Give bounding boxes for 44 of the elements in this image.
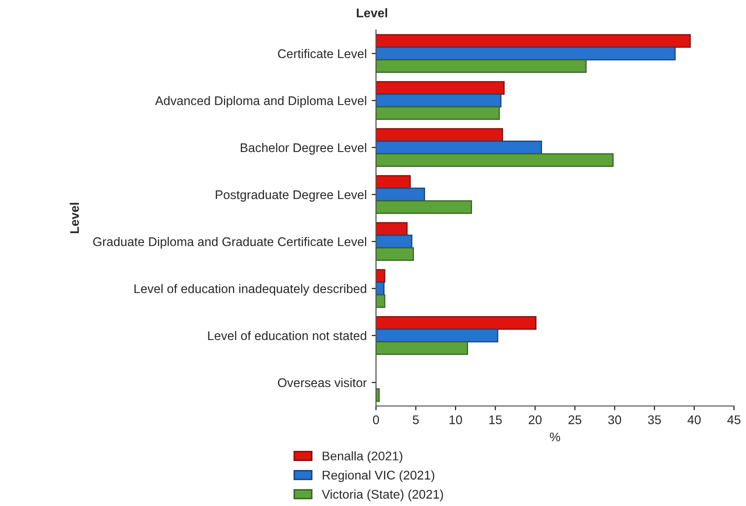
bar [376, 94, 502, 108]
bar [376, 341, 468, 355]
bar [376, 128, 504, 142]
bar [376, 188, 426, 202]
y-tick-label: Overseas visitor [278, 378, 367, 388]
bar [376, 222, 408, 236]
y-tick-label: Certificate Level [278, 48, 366, 58]
bar [376, 34, 691, 48]
x-tick-label: 30 [608, 415, 622, 424]
bar [376, 200, 472, 214]
bar [376, 234, 412, 248]
x-tick-label: 0 [373, 415, 379, 424]
x-tick-label: 35 [648, 415, 661, 424]
x-tick-label: 25 [568, 415, 582, 424]
legend-label: Regional VIC (2021) [322, 470, 434, 482]
x-tick-label: 40 [688, 415, 701, 424]
x-tick-label: 20 [528, 415, 542, 424]
y-tick-label: Level of education inadequately described [134, 284, 366, 296]
y-tick-label: Bachelor Degree Level [240, 142, 366, 155]
bar [376, 81, 505, 95]
bar [376, 269, 386, 283]
y-tick-label: Postgraduate Degree Level [216, 190, 366, 202]
y-tick-label: Level of education not stated [208, 330, 366, 340]
bar [376, 294, 386, 308]
bar [376, 46, 676, 60]
y-tick-label: Graduate Diploma and Graduate Certificate Level [93, 236, 366, 249]
y-tick-label: Advanced Diploma and Diploma Level [155, 96, 366, 108]
bar [376, 153, 614, 167]
x-tick-label: 15 [489, 415, 502, 424]
bar [376, 247, 414, 261]
y-axis-title: Level [70, 202, 79, 234]
x-tick-label: 10 [450, 415, 462, 424]
bar [376, 316, 536, 330]
legend-label: Victoria (State) (2021) [322, 490, 444, 502]
x-axis-title: % [550, 432, 560, 442]
bar [376, 328, 498, 342]
bar [376, 175, 411, 189]
legend-label: Benalla (2021) [322, 451, 402, 463]
chart-title: Level [356, 8, 388, 18]
bar [376, 59, 587, 73]
x-tick-label: 5 [412, 415, 419, 424]
bar [376, 140, 542, 154]
bar [376, 106, 500, 120]
x-tick-label: 45 [727, 415, 740, 424]
